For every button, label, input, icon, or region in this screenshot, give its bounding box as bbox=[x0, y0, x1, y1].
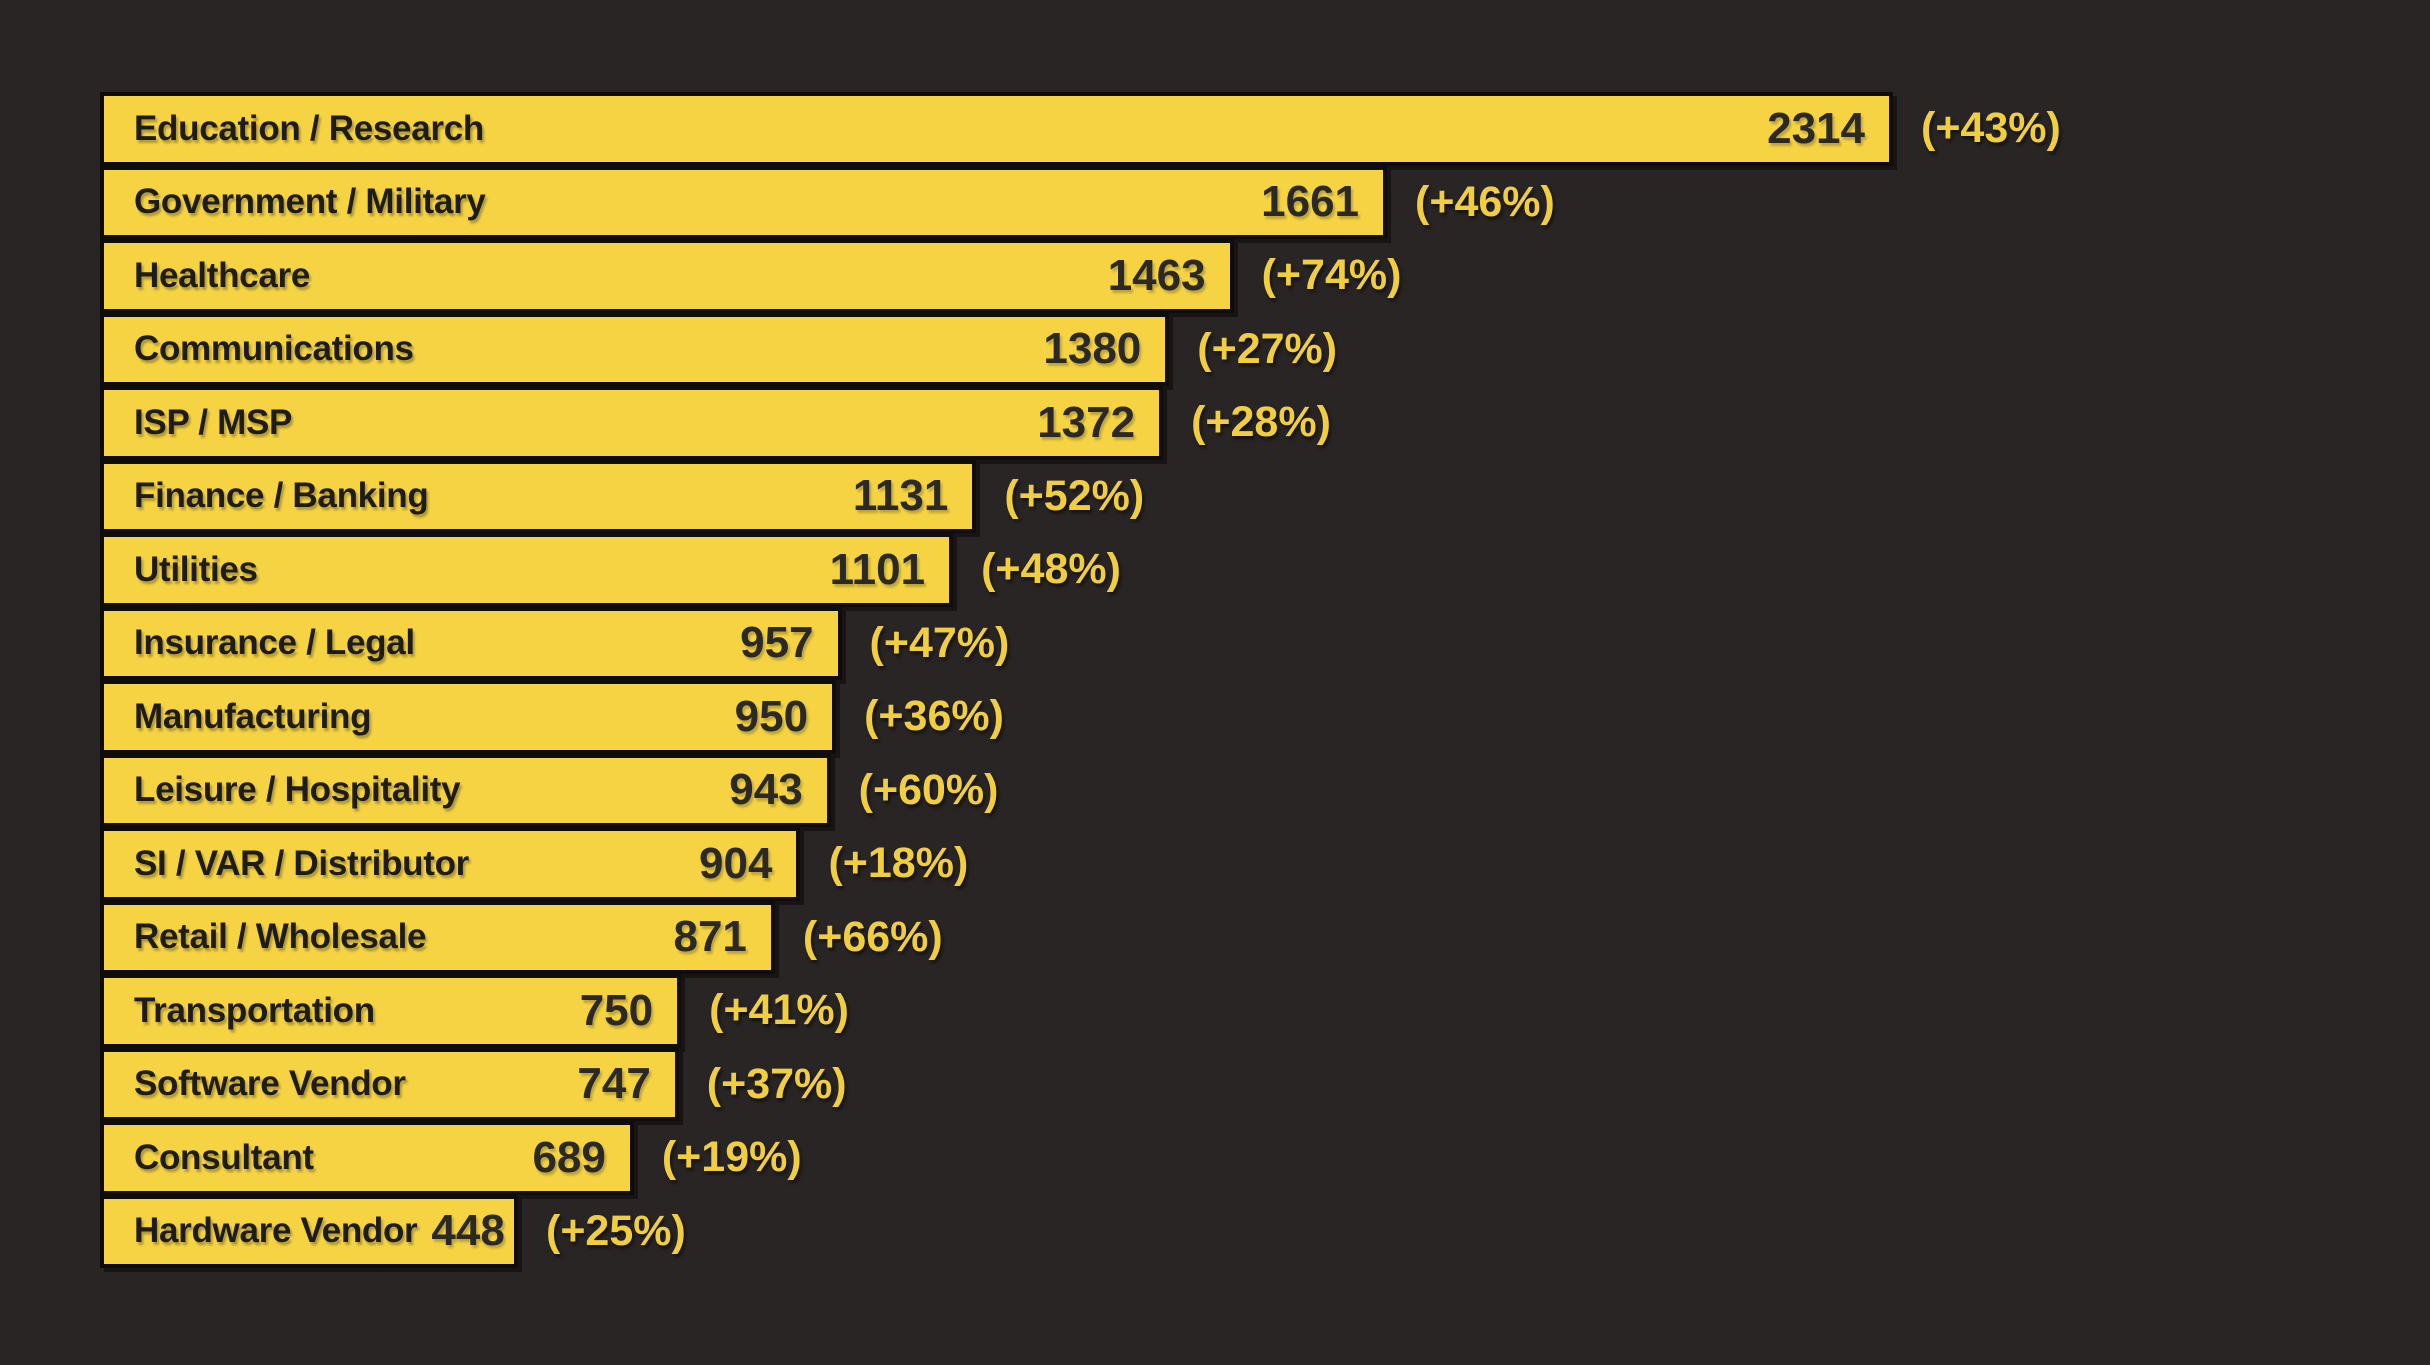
bar-change-label: (+19%) bbox=[661, 1133, 802, 1182]
bar-value: 943 bbox=[729, 765, 803, 815]
bar-value: 904 bbox=[699, 838, 773, 888]
bar-change-label: (+74%) bbox=[1261, 251, 1402, 300]
category-bar: Transportation 750 bbox=[100, 974, 682, 1048]
bar-change-label: (+47%) bbox=[869, 618, 1010, 667]
bar-change-label: (+48%) bbox=[981, 545, 1121, 594]
bar-value: 750 bbox=[579, 985, 654, 1035]
bar-row: Insurance / Legal 957 (+47%) bbox=[100, 606, 2330, 680]
bar-category-label: SI / VAR / Distributor bbox=[134, 843, 469, 883]
bar-row: Communications 1380 (+27%) bbox=[100, 312, 2330, 386]
bar-category-label: Hardware Vendor bbox=[134, 1211, 418, 1251]
category-bar: Manufacturing 950 bbox=[100, 680, 837, 754]
category-bar: Education / Research 2314 bbox=[100, 92, 1893, 166]
bar-row: Utilities 1101 (+48%) bbox=[100, 533, 2330, 607]
bar-change-label: (+52%) bbox=[1004, 471, 1145, 520]
bar-value: 871 bbox=[673, 912, 747, 962]
bar-change-label: (+60%) bbox=[858, 765, 999, 814]
bar-category-label: Education / Research bbox=[134, 108, 484, 148]
bar-value: 1661 bbox=[1261, 177, 1360, 227]
bar-row: Consultant 689 (+19%) bbox=[100, 1121, 2330, 1195]
bar-category-label: Manufacturing bbox=[134, 696, 372, 736]
category-bar: Utilities 1101 bbox=[100, 533, 954, 607]
bar-value: 1101 bbox=[829, 544, 926, 594]
bar-change-label: (+41%) bbox=[709, 986, 849, 1035]
bar-change-label: (+18%) bbox=[828, 839, 969, 888]
bar-category-label: Utilities bbox=[134, 549, 258, 589]
category-bar: Software Vendor 747 bbox=[100, 1047, 679, 1121]
bar-row: Education / Research 2314 (+43%) bbox=[100, 92, 2330, 166]
bar-value: 1380 bbox=[1043, 324, 1142, 374]
category-bar: Insurance / Legal 957 bbox=[100, 606, 842, 680]
bar-value: 448 bbox=[431, 1206, 505, 1256]
bar-change-label: (+28%) bbox=[1191, 398, 1331, 447]
category-bar: ISP / MSP 1372 bbox=[100, 386, 1164, 460]
bar-category-label: Leisure / Hospitality bbox=[134, 770, 461, 810]
bar-row: Leisure / Hospitality 943 (+60%) bbox=[100, 753, 2330, 827]
category-bar: Finance / Banking 1131 bbox=[100, 459, 977, 533]
bar-change-label: (+27%) bbox=[1197, 324, 1338, 373]
bar-row: ISP / MSP 1372 (+28%) bbox=[100, 386, 2330, 460]
bar-change-label: (+37%) bbox=[706, 1059, 847, 1108]
bar-category-label: ISP / MSP bbox=[134, 402, 293, 442]
bar-value: 747 bbox=[577, 1059, 651, 1109]
bar-change-label: (+66%) bbox=[802, 912, 943, 961]
bar-value: 957 bbox=[740, 618, 814, 668]
bar-category-label: Healthcare bbox=[134, 255, 310, 295]
bar-value: 950 bbox=[734, 691, 809, 741]
bar-value: 2314 bbox=[1767, 103, 1865, 153]
bar-row: SI / VAR / Distributor 904 (+18%) bbox=[100, 827, 2330, 901]
bar-row: Government / Military 1661 (+46%) bbox=[100, 165, 2330, 239]
category-bar: Consultant 689 bbox=[100, 1121, 634, 1195]
industry-attacks-bar-chart: Education / Research 2314 (+43%) Governm… bbox=[100, 92, 2330, 1268]
category-bar: Government / Military 1661 bbox=[100, 165, 1388, 239]
bar-category-label: Consultant bbox=[134, 1137, 314, 1177]
category-bar: Communications 1380 bbox=[100, 312, 1170, 386]
bar-category-label: Software Vendor bbox=[134, 1064, 406, 1104]
bar-category-label: Insurance / Legal bbox=[134, 623, 415, 663]
bar-value: 1463 bbox=[1107, 250, 1206, 300]
bar-category-label: Government / Military bbox=[134, 182, 486, 222]
bar-row: Software Vendor 747 (+37%) bbox=[100, 1047, 2330, 1121]
bar-value: 1372 bbox=[1037, 397, 1136, 447]
bar-row: Transportation 750 (+41%) bbox=[100, 974, 2330, 1048]
category-bar: SI / VAR / Distributor 904 bbox=[100, 827, 801, 901]
bar-change-label: (+46%) bbox=[1415, 177, 1555, 226]
bar-change-label: (+43%) bbox=[1921, 104, 2061, 153]
bar-category-label: Retail / Wholesale bbox=[134, 917, 427, 957]
bar-row: Healthcare 1463 (+74%) bbox=[100, 239, 2330, 313]
bar-row: Retail / Wholesale 871 (+66%) bbox=[100, 900, 2330, 974]
bar-change-label: (+36%) bbox=[864, 692, 1004, 741]
category-bar: Retail / Wholesale 871 bbox=[100, 900, 775, 974]
bar-value: 689 bbox=[532, 1132, 606, 1182]
bar-row: Finance / Banking 1131 (+52%) bbox=[100, 459, 2330, 533]
category-bar: Healthcare 1463 bbox=[100, 239, 1234, 313]
category-bar: Hardware Vendor 448 bbox=[100, 1194, 518, 1268]
bar-value: 1131 bbox=[852, 471, 949, 521]
bar-category-label: Communications bbox=[134, 329, 414, 369]
bar-category-label: Transportation bbox=[134, 990, 375, 1030]
bar-category-label: Finance / Banking bbox=[134, 476, 429, 516]
bar-row: Manufacturing 950 (+36%) bbox=[100, 680, 2330, 754]
bar-row: Hardware Vendor 448 (+25%) bbox=[100, 1194, 2330, 1268]
bar-change-label: (+25%) bbox=[546, 1206, 686, 1255]
category-bar: Leisure / Hospitality 943 bbox=[100, 753, 831, 827]
